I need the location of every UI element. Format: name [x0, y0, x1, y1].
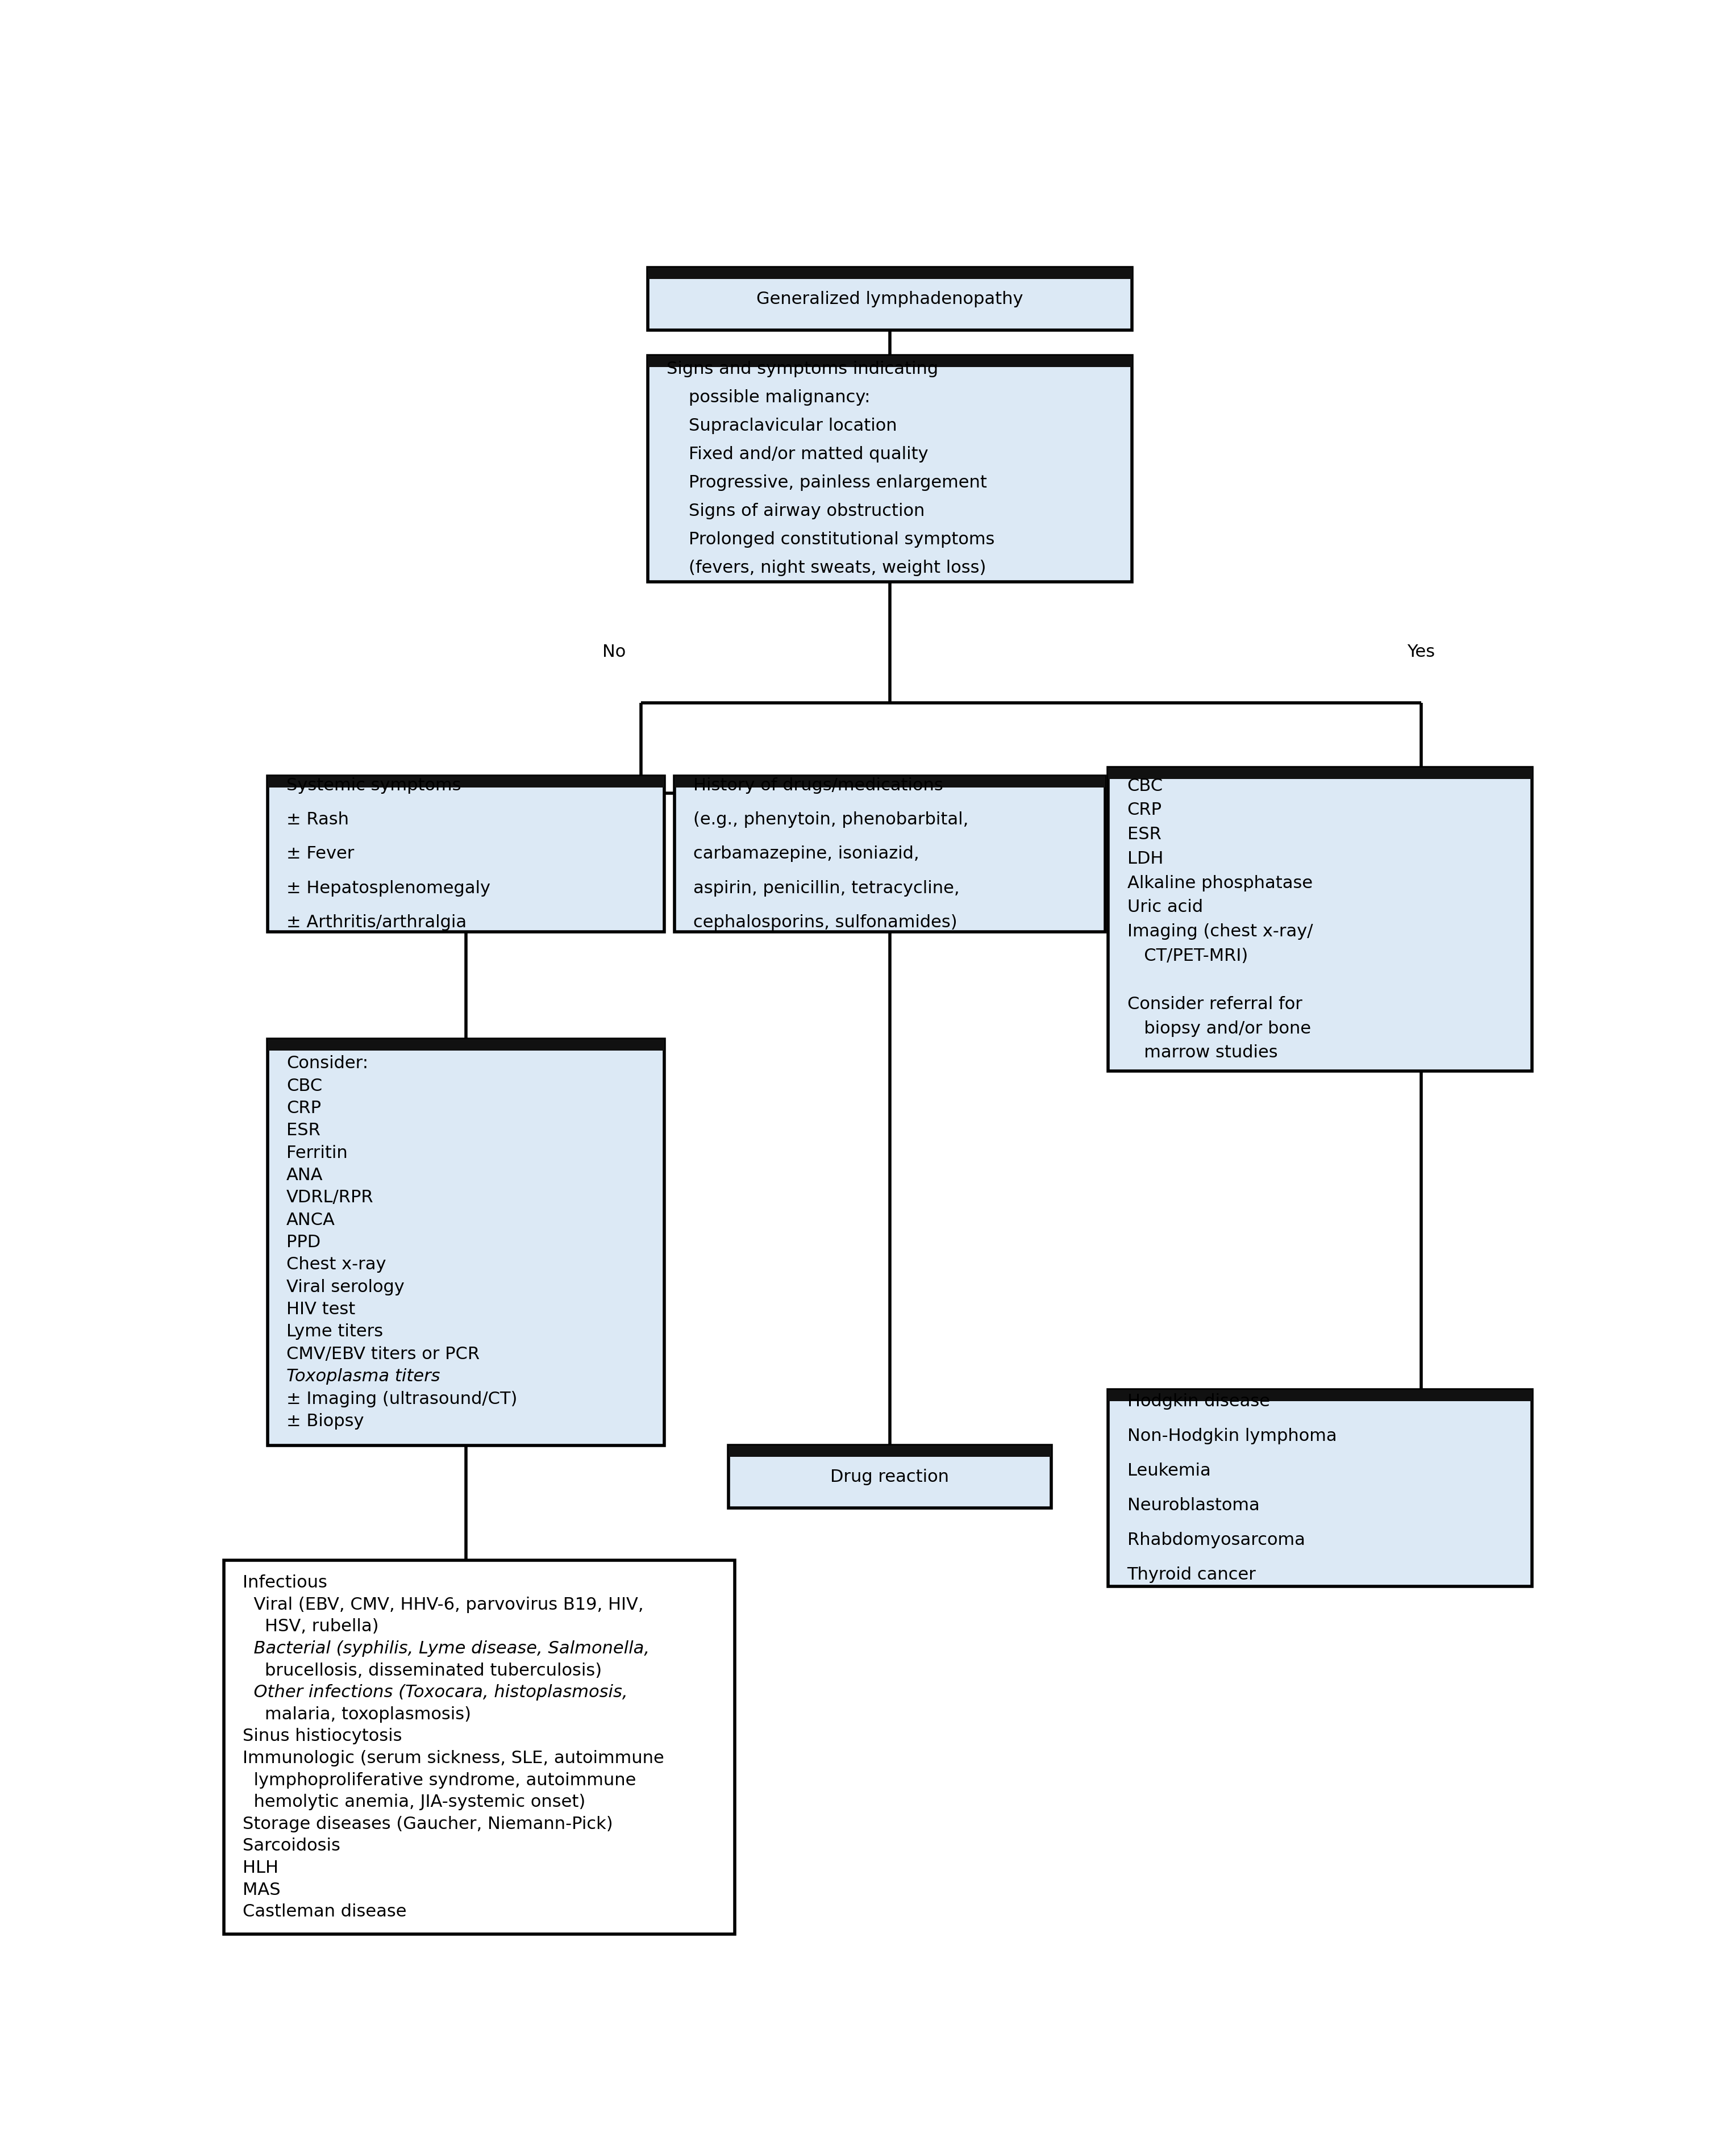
Text: Neuroblastoma: Neuroblastoma: [1127, 1497, 1259, 1514]
Text: Yes: Yes: [1408, 643, 1436, 660]
Text: Toxoplasma titers: Toxoplasma titers: [286, 1369, 439, 1384]
Text: malaria, toxoplasmosis): malaria, toxoplasmosis): [243, 1705, 470, 1722]
Text: HSV, rubella): HSV, rubella): [243, 1618, 378, 1635]
FancyBboxPatch shape: [729, 1446, 1052, 1456]
Text: MAS: MAS: [243, 1882, 281, 1899]
Text: possible malignancy:: possible malignancy:: [667, 390, 870, 407]
Text: ± Arthritis/arthralgia: ± Arthritis/arthralgia: [286, 913, 467, 930]
FancyBboxPatch shape: [1108, 769, 1533, 779]
Text: Sarcoidosis: Sarcoidosis: [243, 1837, 340, 1854]
Text: cephalosporins, sulfonamides): cephalosporins, sulfonamides): [693, 913, 957, 930]
FancyBboxPatch shape: [729, 1446, 1052, 1507]
FancyBboxPatch shape: [648, 356, 1132, 581]
Text: ESR: ESR: [1127, 826, 1161, 843]
Text: ± Biopsy: ± Biopsy: [286, 1414, 365, 1429]
Text: CMV/EBV titers or PCR: CMV/EBV titers or PCR: [286, 1346, 479, 1363]
Text: Leukemia: Leukemia: [1127, 1463, 1210, 1480]
Text: Alkaline phosphatase: Alkaline phosphatase: [1127, 875, 1312, 892]
Text: Sinus histiocytosis: Sinus histiocytosis: [243, 1729, 403, 1744]
FancyBboxPatch shape: [267, 775, 665, 933]
FancyBboxPatch shape: [674, 775, 1104, 788]
Text: Generalized lymphadenopathy: Generalized lymphadenopathy: [757, 292, 1023, 307]
Text: Fixed and/or matted quality: Fixed and/or matted quality: [667, 447, 929, 462]
FancyBboxPatch shape: [267, 1039, 665, 1050]
Text: Infectious: Infectious: [243, 1575, 326, 1590]
Text: ± Fever: ± Fever: [286, 845, 354, 862]
FancyBboxPatch shape: [224, 1561, 734, 1933]
Text: Lyme titers: Lyme titers: [286, 1324, 384, 1339]
Text: No: No: [602, 643, 625, 660]
Text: Systemic symptoms: Systemic symptoms: [286, 777, 462, 794]
Text: CBC: CBC: [1127, 777, 1163, 794]
Text: Non-Hodgkin lymphoma: Non-Hodgkin lymphoma: [1127, 1429, 1337, 1446]
Text: biopsy and/or bone: biopsy and/or bone: [1127, 1020, 1311, 1037]
Text: LDH: LDH: [1127, 849, 1163, 867]
Text: Imaging (chest x-ray/: Imaging (chest x-ray/: [1127, 924, 1312, 939]
FancyBboxPatch shape: [648, 356, 1132, 366]
Text: hemolytic anemia, JIA-systemic onset): hemolytic anemia, JIA-systemic onset): [243, 1795, 585, 1810]
Text: Ferritin: Ferritin: [286, 1145, 347, 1160]
Text: Other infections (Toxocara, histoplasmosis,: Other infections (Toxocara, histoplasmos…: [243, 1684, 628, 1701]
FancyBboxPatch shape: [267, 1039, 665, 1446]
Text: Castleman disease: Castleman disease: [243, 1903, 406, 1920]
Text: VDRL/RPR: VDRL/RPR: [286, 1190, 373, 1205]
Text: Rhabdomyosarcoma: Rhabdomyosarcoma: [1127, 1533, 1305, 1548]
Text: brucellosis, disseminated tuberculosis): brucellosis, disseminated tuberculosis): [243, 1663, 602, 1680]
Text: Signs of airway obstruction: Signs of airway obstruction: [667, 502, 925, 519]
FancyBboxPatch shape: [267, 775, 665, 788]
Text: PPD: PPD: [286, 1235, 321, 1250]
Text: Viral serology: Viral serology: [286, 1280, 404, 1294]
Text: ± Hepatosplenomegaly: ± Hepatosplenomegaly: [286, 879, 490, 896]
Text: ESR: ESR: [286, 1122, 321, 1139]
FancyBboxPatch shape: [648, 268, 1132, 279]
Text: Consider:: Consider:: [286, 1056, 368, 1071]
Text: (fevers, night sweats, weight loss): (fevers, night sweats, weight loss): [667, 560, 986, 577]
Text: (e.g., phenytoin, phenobarbital,: (e.g., phenytoin, phenobarbital,: [693, 811, 969, 828]
Text: Thyroid cancer: Thyroid cancer: [1127, 1567, 1257, 1584]
Text: HLH: HLH: [243, 1859, 278, 1876]
Text: Viral (EBV, CMV, HHV-6, parvovirus B19, HIV,: Viral (EBV, CMV, HHV-6, parvovirus B19, …: [243, 1597, 644, 1614]
Text: HIV test: HIV test: [286, 1301, 356, 1318]
Text: ANA: ANA: [286, 1167, 323, 1184]
Text: Bacterial (syphilis, Lyme disease, Salmonella,: Bacterial (syphilis, Lyme disease, Salmo…: [243, 1639, 649, 1656]
Text: aspirin, penicillin, tetracycline,: aspirin, penicillin, tetracycline,: [693, 879, 960, 896]
Text: Consider referral for: Consider referral for: [1127, 996, 1302, 1013]
Text: Chest x-ray: Chest x-ray: [286, 1256, 385, 1273]
Text: Supraclavicular location: Supraclavicular location: [667, 417, 898, 434]
Text: History of drugs/medications: History of drugs/medications: [693, 777, 943, 794]
Text: Drug reaction: Drug reaction: [830, 1469, 950, 1486]
Text: Hodgkin disease: Hodgkin disease: [1127, 1394, 1269, 1409]
Text: CBC: CBC: [286, 1077, 323, 1094]
FancyBboxPatch shape: [1108, 1390, 1533, 1401]
FancyBboxPatch shape: [648, 268, 1132, 330]
FancyBboxPatch shape: [1108, 769, 1533, 1071]
Text: CRP: CRP: [1127, 803, 1161, 818]
Text: Progressive, painless enlargement: Progressive, painless enlargement: [667, 475, 986, 492]
Text: CRP: CRP: [286, 1101, 321, 1116]
Text: marrow studies: marrow studies: [1127, 1045, 1278, 1060]
Text: Immunologic (serum sickness, SLE, autoimmune: Immunologic (serum sickness, SLE, autoim…: [243, 1750, 665, 1767]
Text: carbamazepine, isoniazid,: carbamazepine, isoniazid,: [693, 845, 920, 862]
Text: ± Imaging (ultrasound/CT): ± Imaging (ultrasound/CT): [286, 1390, 517, 1407]
Text: Prolonged constitutional symptoms: Prolonged constitutional symptoms: [667, 532, 995, 547]
Text: ANCA: ANCA: [286, 1211, 335, 1228]
Text: ± Rash: ± Rash: [286, 811, 349, 828]
Text: lymphoproliferative syndrome, autoimmune: lymphoproliferative syndrome, autoimmune: [243, 1771, 635, 1788]
Text: Storage diseases (Gaucher, Niemann-Pick): Storage diseases (Gaucher, Niemann-Pick): [243, 1816, 613, 1833]
Text: CT/PET-MRI): CT/PET-MRI): [1127, 947, 1248, 964]
Text: Uric acid: Uric acid: [1127, 898, 1203, 915]
FancyBboxPatch shape: [674, 775, 1104, 933]
FancyBboxPatch shape: [1108, 1390, 1533, 1586]
Text: Signs and symptoms indicating: Signs and symptoms indicating: [667, 360, 937, 377]
